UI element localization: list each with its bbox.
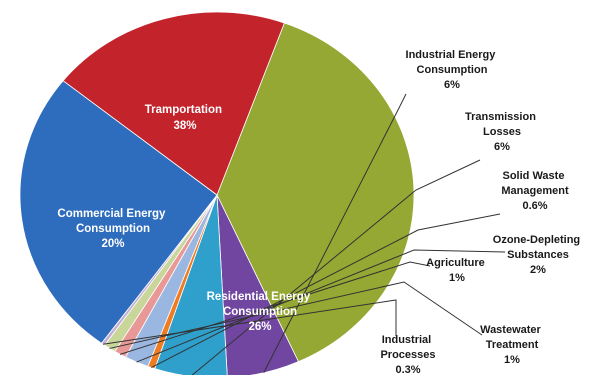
slice-residential-energy-consumption: [19, 80, 218, 344]
label-ozone-depleting-pct: 2%: [530, 264, 546, 276]
leader-transmission-losses: [191, 159, 481, 375]
label-agriculture: Agriculture 1%: [426, 257, 488, 284]
pie-slices: [19, 11, 415, 375]
label-commercial-energy-line2: Consumption: [76, 223, 150, 235]
label-commercial-energy: Commercial Energy 20%: [57, 208, 168, 250]
label-wastewater: Wastewater Treatment: [480, 324, 544, 351]
label-transmission-losses-pct: 6%: [494, 141, 510, 153]
leader-lines: [102, 93, 506, 375]
label-wastewater-pct: 1%: [504, 354, 520, 366]
label-industrial-processes: Industrial Processes: [380, 334, 435, 361]
slice-tramportation: [216, 22, 415, 363]
label-ozone-depleting: Ozone-Depleting Substances: [493, 234, 583, 261]
leader-agriculture: [119, 261, 431, 355]
leader-ozone-depleting-substances: [136, 249, 506, 363]
leader-industrial-processes: [102, 299, 397, 345]
label-transmission-losses: Transmission Losses: [465, 111, 539, 138]
label-residential-energy-line2: Consumption: [223, 306, 297, 318]
label-industrial-energy-pct: 6%: [444, 79, 460, 91]
slice-commercial-energy-consumption: [62, 11, 285, 196]
label-transportation: Tramportation 38%: [145, 104, 226, 132]
label-solid-waste-pct: 0.6%: [522, 200, 547, 212]
label-industrial-energy: Industrial Energy Consumption: [406, 49, 499, 76]
leader-industrial-energy-consumption: [263, 93, 407, 374]
leader-solid-waste-management: [151, 213, 501, 368]
label-residential-energy: Residential Energy 26%: [207, 291, 314, 333]
leader-wastewater-treatment: [109, 281, 483, 349]
label-industrial-processes-pct: 0.3%: [395, 364, 420, 375]
label-solid-waste: Solid Waste Management: [501, 170, 569, 197]
